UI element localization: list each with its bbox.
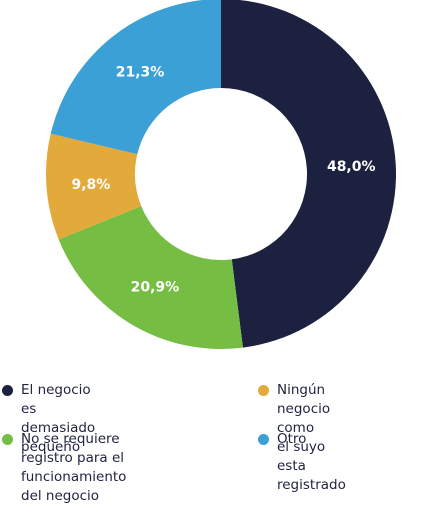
- data-label: 20,9%: [131, 280, 180, 296]
- data-label: 9,8%: [71, 177, 110, 193]
- donut-chart: 48,0% 20,9% 9,8% 21,3%: [46, 0, 396, 349]
- legend-swatch: [2, 434, 13, 445]
- legend-item-otro: Otro: [258, 430, 306, 449]
- data-label: 21,3%: [116, 65, 165, 81]
- legend-item-demasiado-pequeno: El negocio es demasiado pequeño: [2, 381, 95, 457]
- legend-item-no-requiere-registro: No se requiere registro para el funciona…: [2, 430, 126, 506]
- legend-label: Otro: [277, 431, 307, 447]
- data-label: 48,0%: [327, 159, 376, 175]
- legend-swatch: [258, 385, 269, 396]
- slice-otro: [50, 0, 221, 155]
- slice-demasiado-pequeno: [221, 0, 396, 348]
- legend-label: El negocio es demasiado pequeño: [21, 382, 96, 455]
- legend-swatch: [258, 434, 269, 445]
- slice-ningun-negocio: [46, 133, 142, 240]
- legend-swatch: [2, 385, 13, 396]
- slice-no-requiere-registro: [58, 206, 243, 349]
- legend-label: No se requiere registro para el funciona…: [21, 431, 127, 504]
